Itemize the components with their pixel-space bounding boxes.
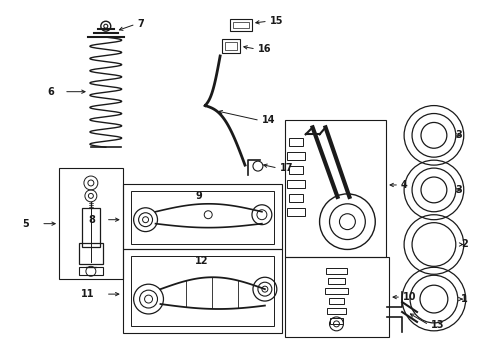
Bar <box>285 121 386 257</box>
Bar <box>325 268 347 274</box>
Bar <box>329 318 343 324</box>
Text: 9: 9 <box>196 191 202 201</box>
Bar <box>230 19 252 31</box>
Bar <box>225 42 237 50</box>
Bar <box>122 249 282 333</box>
Bar <box>59 168 122 279</box>
Bar <box>287 208 305 216</box>
Text: 4: 4 <box>401 180 408 190</box>
Text: 15: 15 <box>270 16 283 26</box>
Bar <box>122 184 282 249</box>
Text: 16: 16 <box>258 44 271 54</box>
Bar <box>324 288 348 294</box>
Text: 2: 2 <box>461 239 467 249</box>
Bar <box>131 191 274 243</box>
Bar <box>289 166 303 174</box>
Bar <box>79 243 103 264</box>
Text: 7: 7 <box>138 19 145 29</box>
Bar <box>285 257 389 337</box>
Text: 17: 17 <box>280 163 294 173</box>
Text: 14: 14 <box>262 116 275 126</box>
Text: 13: 13 <box>431 320 444 330</box>
Bar <box>287 152 305 160</box>
Text: 5: 5 <box>23 219 29 229</box>
Text: 3: 3 <box>456 185 463 195</box>
Text: 6: 6 <box>48 87 54 97</box>
Bar <box>233 22 249 28</box>
Bar <box>82 208 100 247</box>
Bar <box>289 194 303 202</box>
Text: 3: 3 <box>456 130 463 140</box>
Text: 11: 11 <box>81 289 95 299</box>
Bar <box>327 278 345 284</box>
Bar <box>287 180 305 188</box>
Bar <box>326 308 346 314</box>
Bar <box>131 256 274 326</box>
Bar <box>222 39 240 53</box>
Bar <box>79 267 103 275</box>
Text: 8: 8 <box>88 215 95 225</box>
Text: 1: 1 <box>461 294 467 304</box>
Bar <box>289 138 303 146</box>
Text: 12: 12 <box>196 256 209 266</box>
Bar <box>328 298 344 304</box>
Text: 10: 10 <box>403 292 416 302</box>
